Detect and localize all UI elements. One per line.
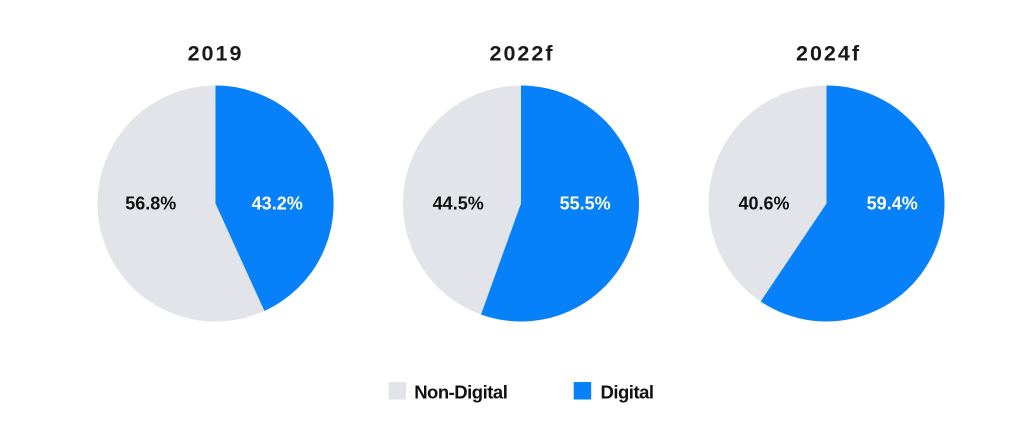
svg-text:Digital: Digital	[601, 382, 654, 403]
svg-text:Non-Digital: Non-Digital	[414, 382, 507, 403]
svg-text:2022f: 2022f	[490, 42, 555, 66]
svg-text:56.8%: 56.8%	[125, 194, 176, 214]
svg-text:2019: 2019	[188, 42, 244, 66]
svg-text:59.4%: 59.4%	[867, 194, 918, 214]
svg-text:55.5%: 55.5%	[560, 194, 611, 214]
svg-text:40.6%: 40.6%	[738, 194, 789, 214]
svg-text:2024f: 2024f	[796, 42, 861, 66]
svg-text:43.2%: 43.2%	[252, 194, 303, 214]
svg-text:44.5%: 44.5%	[433, 194, 484, 214]
